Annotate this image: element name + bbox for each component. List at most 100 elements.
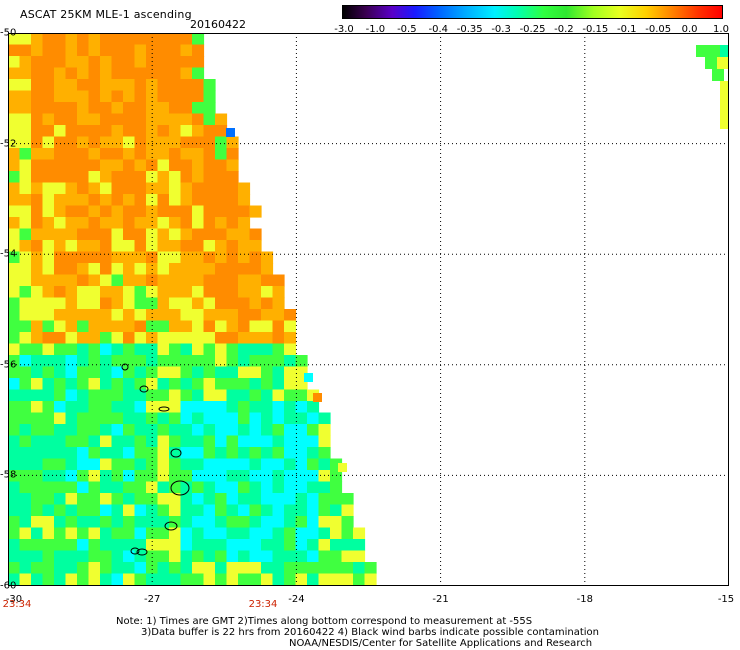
swath-cell [65, 355, 78, 368]
swath-cell [203, 470, 216, 483]
swath-map [8, 33, 729, 586]
swath-cell [65, 401, 78, 414]
swath-cell [65, 458, 78, 471]
swath-cell [100, 148, 113, 161]
swath-cell [100, 412, 113, 425]
swath-cell [708, 45, 720, 57]
swath-cell [146, 573, 159, 586]
swath-cell [192, 401, 205, 414]
color-scale-label: -0.05 [645, 24, 672, 35]
swath-cell [169, 573, 182, 586]
swath-cell [88, 171, 101, 184]
swath-cell [215, 573, 228, 586]
swath-cell [215, 113, 228, 126]
swath-cell [54, 435, 67, 448]
swath-cell [226, 159, 239, 172]
swath-cell [330, 481, 343, 494]
swath-cell [203, 366, 216, 379]
swath-cell [19, 389, 32, 402]
swath-cell [272, 332, 285, 345]
swath-cell [203, 516, 216, 529]
swath-cell [54, 562, 67, 575]
swath-cell [192, 297, 205, 310]
swath-cell [100, 458, 113, 471]
swath-cell [203, 355, 216, 368]
swath-cell [226, 435, 239, 448]
swath-cell [54, 79, 67, 92]
swath-cell [42, 389, 55, 402]
swath-cell [88, 516, 101, 529]
map-frame [8, 33, 729, 586]
latitude-label: -60 [0, 580, 17, 592]
swath-cell [42, 136, 55, 149]
swath-cell [307, 573, 320, 586]
swath-cell [31, 573, 44, 586]
swath-cell [88, 56, 101, 69]
swath-cell [180, 148, 193, 161]
swath-cell [8, 412, 21, 425]
latitude-label: -50 [0, 27, 17, 39]
swath-cell [77, 171, 90, 184]
swath-cell [203, 401, 216, 414]
swath-cell [88, 527, 101, 540]
swath-cell [215, 297, 228, 310]
swath-cell [284, 332, 297, 345]
swath-cell [134, 44, 147, 57]
swath-cell [65, 274, 78, 287]
swath-cell [215, 389, 228, 402]
swath-cell [88, 562, 101, 575]
swath-cell [169, 79, 182, 92]
swath-cell [284, 366, 297, 379]
swath-cell [8, 435, 21, 448]
swath-cell [284, 424, 297, 437]
swath-cell [249, 550, 262, 563]
swath-cell [180, 527, 193, 540]
latitude-label: -58 [0, 469, 17, 481]
swath-cell [65, 343, 78, 356]
swath-cell [215, 527, 228, 540]
swath-cell [31, 366, 44, 379]
swath-cell [272, 309, 285, 322]
swath-cell [19, 355, 32, 368]
swath-cell [226, 136, 239, 149]
swath-cell [54, 366, 67, 379]
swath-cell [111, 217, 124, 230]
swath-cell [330, 539, 343, 552]
swath-cell [215, 332, 228, 345]
swath-cell [111, 159, 124, 172]
swath-cell [19, 274, 32, 287]
swath-cell [180, 79, 193, 92]
swath-cell [42, 159, 55, 172]
swath-cell [215, 286, 228, 299]
swath-cell [31, 493, 44, 506]
swath-cell [31, 343, 44, 356]
swath-cell [88, 320, 101, 333]
swath-cell [192, 332, 205, 345]
swath-cell [330, 504, 343, 517]
swath-cell [77, 263, 90, 276]
swath-cell [123, 493, 136, 506]
swath-cell [284, 539, 297, 552]
swath-cell [65, 332, 78, 345]
swath-cell [180, 263, 193, 276]
swath-cell [157, 320, 170, 333]
swath-cell [123, 309, 136, 322]
swath-cell [272, 297, 285, 310]
swath-cell [295, 389, 308, 402]
swath-cell [123, 470, 136, 483]
swath-cell [180, 159, 193, 172]
swath-cell [215, 148, 228, 161]
swath-cell [226, 389, 239, 402]
swath-cell [31, 424, 44, 437]
swath-cell [146, 125, 159, 138]
swath-cell [42, 251, 55, 264]
swath-cell [304, 373, 313, 382]
swath-cell [31, 389, 44, 402]
swath-cell [77, 389, 90, 402]
swath-cell [180, 182, 193, 195]
swath-cell [8, 228, 21, 241]
swath-cell [8, 504, 21, 517]
swath-cell [123, 217, 136, 230]
swath-cell [157, 378, 170, 391]
swath-cell [123, 274, 136, 287]
